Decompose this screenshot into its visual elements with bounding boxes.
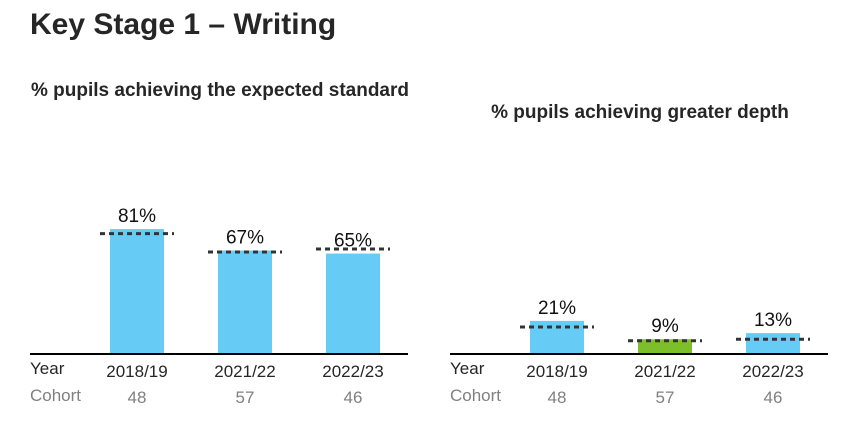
year-tick-label: 2021/22	[214, 362, 275, 381]
value-label: 67%	[226, 227, 264, 248]
value-label: 65%	[334, 231, 372, 252]
value-label: 9%	[651, 316, 679, 337]
page-title: Key Stage 1 – Writing	[30, 8, 337, 41]
year-tick-label: 2022/23	[322, 362, 383, 381]
cohort-value: 46	[764, 388, 783, 407]
cohort-value: 46	[344, 388, 363, 407]
chart-title: % pupils achieving the expected standard	[31, 80, 409, 101]
year-tick-label: 2018/19	[526, 362, 587, 381]
greater-depth-plot: 21% 2018/19 48 9% 2021/22 57 13% 2022/23 46	[450, 298, 828, 407]
greater-depth-chart: % pupils achieving greater depth 21% 2018…	[440, 76, 843, 416]
cohort-value: 48	[128, 388, 147, 407]
bar-2021/22	[218, 250, 272, 353]
year-row-label: Year	[450, 359, 485, 378]
bar-2022/23	[326, 253, 380, 353]
chart-title: % pupils achieving greater depth	[491, 102, 789, 123]
bar-2021/22	[638, 339, 692, 353]
year-tick-label: 2021/22	[634, 362, 695, 381]
value-label: 13%	[754, 310, 792, 331]
cohort-row-label: Cohort	[450, 386, 502, 405]
cohort-value: 57	[236, 388, 255, 407]
bar-2018/19	[110, 229, 164, 353]
value-label: 81%	[118, 206, 156, 227]
year-tick-label: 2018/19	[106, 362, 167, 381]
cohort-value: 57	[656, 388, 675, 407]
bar-2022/23	[746, 333, 800, 353]
value-label: 21%	[538, 298, 576, 319]
expected-standard-chart: % pupils achieving the expected standard…	[20, 76, 430, 416]
year-tick-label: 2022/23	[742, 362, 803, 381]
cohort-value: 48	[548, 388, 567, 407]
cohort-row-label: Cohort	[30, 386, 82, 405]
year-row-label: Year	[30, 359, 65, 378]
expected-standard-plot: 81% 2018/19 48 67% 2021/22 57 65% 2022/23 46	[30, 206, 408, 407]
